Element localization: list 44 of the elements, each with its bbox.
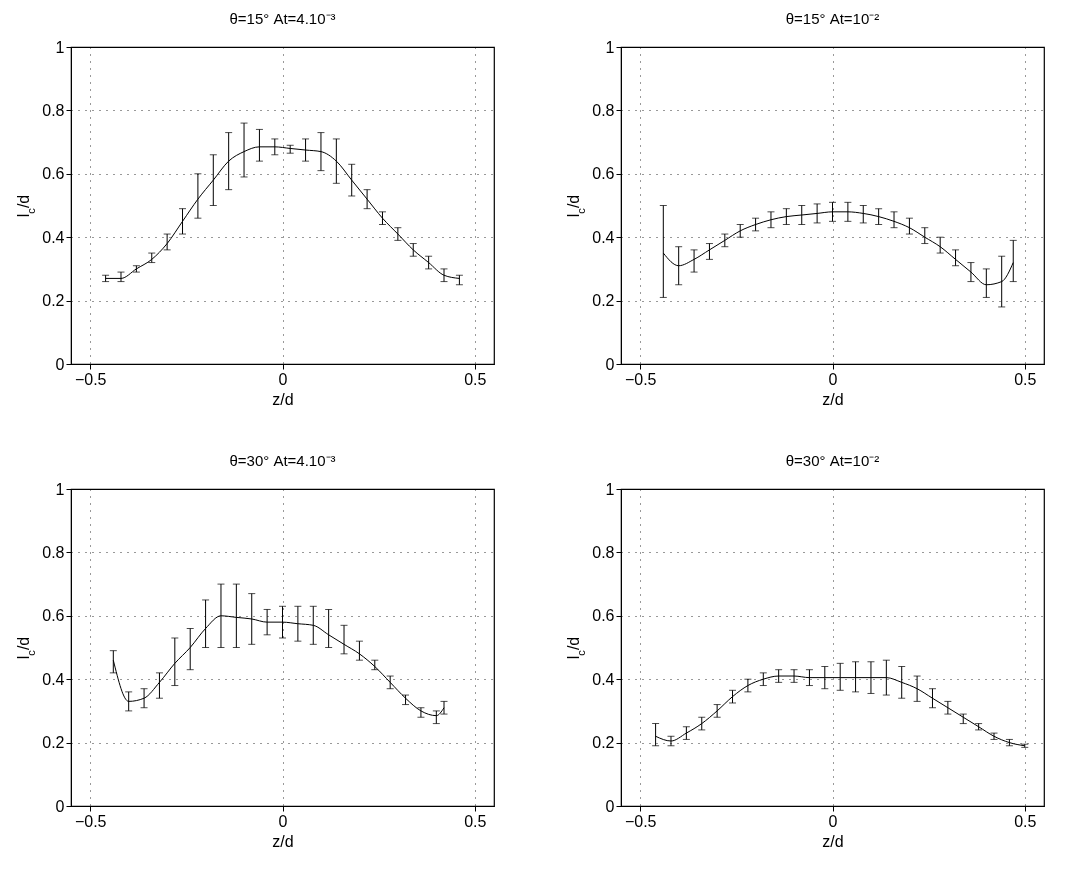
y-tick-label: 0.8 xyxy=(42,101,65,119)
chart-title: θ=15° At=4.10⁻³ xyxy=(229,10,336,27)
x-tick-label: 0.5 xyxy=(464,370,487,388)
chart-title: θ=30° At=4.10⁻³ xyxy=(229,452,336,469)
x-axis-title: z/d xyxy=(272,390,294,408)
y-tick-label: 1 xyxy=(55,38,65,56)
y-tick-label: 0.8 xyxy=(592,543,615,561)
chart-title: θ=30° At=10⁻² xyxy=(785,452,880,469)
x-tick-label: 0 xyxy=(278,370,288,388)
x-tick-label: 0.5 xyxy=(1014,812,1037,830)
y-tick-label: 0 xyxy=(55,797,65,815)
y-tick-label: 0.4 xyxy=(592,670,615,688)
x-axis-title: z/d xyxy=(822,390,844,408)
y-tick-label: 0.6 xyxy=(42,607,65,625)
chart-title: θ=15° At=10⁻² xyxy=(785,10,880,27)
y-tick-label: 1 xyxy=(605,38,615,56)
y-tick-label: 0.8 xyxy=(592,101,615,119)
y-tick-label: 0.4 xyxy=(42,228,65,246)
x-tick-label: 0 xyxy=(828,370,838,388)
x-tick-label: −0.5 xyxy=(624,370,657,388)
x-tick-label: −0.5 xyxy=(624,812,657,830)
x-axis-title: z/d xyxy=(822,832,844,850)
y-tick-label: 1 xyxy=(55,480,65,498)
y-tick-label: 0.2 xyxy=(592,292,615,310)
y-tick-label: 0.2 xyxy=(592,734,615,752)
y-tick-label: 0.6 xyxy=(592,165,615,183)
y-tick-label: 0.2 xyxy=(42,292,65,310)
x-tick-label: 0.5 xyxy=(464,812,487,830)
y-tick-label: 0 xyxy=(605,355,615,373)
y-tick-label: 0.8 xyxy=(42,543,65,561)
x-tick-label: 0 xyxy=(828,812,838,830)
y-tick-label: 0.6 xyxy=(42,165,65,183)
y-tick-label: 0.4 xyxy=(42,670,65,688)
y-tick-label: 1 xyxy=(605,480,615,498)
x-tick-label: −0.5 xyxy=(74,370,107,388)
y-tick-label: 0.6 xyxy=(592,607,615,625)
y-tick-label: 0 xyxy=(55,355,65,373)
x-tick-label: 0 xyxy=(278,812,288,830)
x-axis-title: z/d xyxy=(272,832,294,850)
y-tick-label: 0 xyxy=(605,797,615,815)
y-tick-label: 0.2 xyxy=(42,734,65,752)
x-tick-label: 0.5 xyxy=(1014,370,1037,388)
x-tick-label: −0.5 xyxy=(74,812,107,830)
y-tick-label: 0.4 xyxy=(592,228,615,246)
